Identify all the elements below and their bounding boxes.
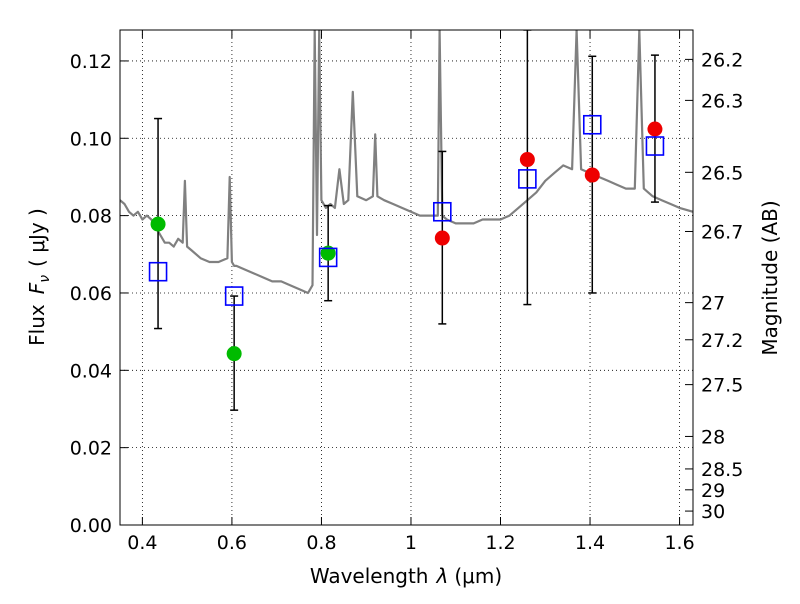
y2-tick-label: 26.3 — [701, 90, 743, 112]
y-tick-label: 0.10 — [70, 128, 112, 150]
y-tick-label: 0.00 — [70, 515, 112, 537]
x-tick-label: 1 — [405, 532, 417, 554]
y2-tick-label: 27.2 — [701, 330, 743, 352]
model-photometry-point — [645, 136, 665, 156]
x-tick-label: 1.2 — [485, 532, 515, 554]
observed-point — [226, 346, 242, 362]
model-photometry-point — [518, 169, 537, 189]
x-tick-label: 0.4 — [127, 532, 157, 554]
y2-tick-label: 28 — [701, 426, 725, 448]
y-tick-label: 0.04 — [70, 360, 112, 382]
x-tick-label: 0.8 — [306, 532, 336, 554]
y2-tick-label: 26.5 — [701, 162, 743, 184]
model-points-layer — [148, 114, 665, 306]
model-photometry-point — [224, 286, 244, 306]
observed-point — [434, 230, 450, 246]
x-axis: 0.4 0.6 0.8 1 1.2 1.4 1.6 — [127, 30, 695, 554]
observed-point — [647, 121, 663, 137]
plot-frame — [119, 29, 694, 526]
sed-model-layer — [120, 30, 693, 295]
y2-tick-label: 27 — [701, 293, 725, 315]
y-axis-left: 0.00 0.02 0.04 0.06 0.08 0.10 0.12 — [70, 51, 128, 537]
grid — [120, 30, 693, 526]
y-axis-label: FluxFν( μJy ) — [25, 208, 53, 346]
model-photometry-point — [318, 247, 338, 268]
model-photometry-point — [582, 114, 602, 135]
y2-tick-label: 28.5 — [701, 459, 743, 481]
observed-point — [584, 167, 600, 183]
model-photometry-point — [148, 261, 168, 282]
x-tick-label: 0.6 — [217, 532, 247, 554]
plot-background — [120, 30, 693, 525]
x-axis-label: Wavelength λ (μm) — [310, 564, 502, 588]
y-tick-label: 0.08 — [70, 206, 112, 228]
observed-point — [150, 216, 166, 232]
y-tick-label: 0.06 — [70, 283, 112, 305]
x-tick-label: 1.4 — [575, 532, 605, 554]
y2-tick-label: 26.2 — [701, 49, 743, 71]
model-photometry-point — [433, 201, 452, 222]
y-tick-label: 0.02 — [70, 438, 112, 460]
observed-point — [320, 245, 336, 261]
x-tick-label: 1.6 — [664, 532, 694, 554]
sed-model-line — [120, 30, 693, 295]
y2-tick-label: 29 — [701, 480, 725, 502]
observed-points-layer — [150, 121, 663, 362]
y2-tick-label: 30 — [701, 501, 725, 523]
y-tick-label: 0.12 — [70, 51, 112, 73]
y2-tick-label: 26.7 — [701, 221, 743, 243]
y2-axis-label: Magnitude (AB) — [758, 200, 782, 355]
y2-tick-label: 27.5 — [701, 375, 743, 397]
observed-point — [519, 152, 535, 168]
